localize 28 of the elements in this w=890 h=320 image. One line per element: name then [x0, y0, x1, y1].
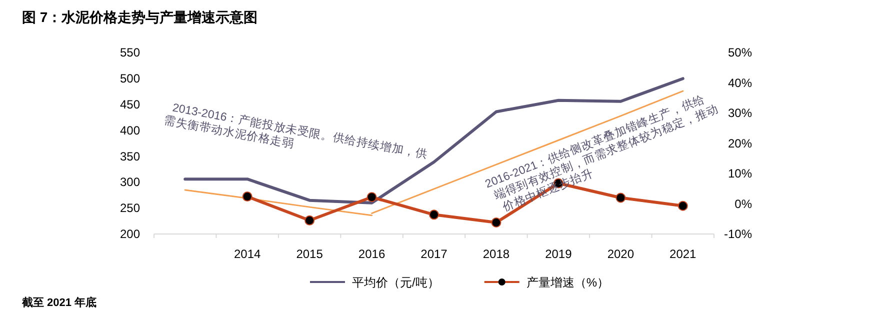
- y-tick-label: 350: [120, 149, 140, 164]
- y-tick-label: 250: [120, 201, 140, 216]
- text: 截至 2021 年底: [21, 296, 97, 309]
- x-tick-label: 2018: [482, 247, 510, 261]
- chart-title: 图 7：水泥价格走势与产量增速示意图: [22, 9, 258, 25]
- y2-tick-label: 30%: [728, 106, 752, 120]
- y-tick-label: 500: [120, 72, 140, 86]
- y-tick-label: 200: [120, 227, 140, 241]
- x-tick-label: 2016: [358, 247, 386, 261]
- x-tick-label: 2014: [234, 247, 262, 261]
- legend-label: 产量增速（%）: [526, 276, 610, 290]
- y2-tick-label: 40%: [728, 76, 752, 90]
- x-tick-label: 2021: [670, 247, 697, 261]
- y2-tick-label: 20%: [728, 136, 752, 150]
- x-tick-label: 2015: [296, 247, 324, 261]
- x-tick-label: 2019: [545, 247, 572, 261]
- legend-label: 平均价（元/吨）: [352, 276, 440, 290]
- x-tick-label: 2020: [607, 247, 634, 261]
- y-tick-label: 550: [120, 46, 140, 60]
- annotation: 2013-2016：产能投放未受限。供给持续增加，供需失衡带动水泥价格走弱: [163, 100, 429, 162]
- x-tick-label: 2017: [420, 247, 448, 261]
- y2-tick-label: -10%: [724, 227, 752, 241]
- y-tick-label: 450: [120, 98, 140, 112]
- y2-tick-label: 50%: [728, 46, 752, 60]
- y-tick-label: 400: [120, 123, 140, 138]
- y-tick-label: 300: [120, 175, 140, 190]
- y2-tick-label: 0%: [734, 196, 752, 211]
- y2-tick-label: 10%: [728, 166, 752, 181]
